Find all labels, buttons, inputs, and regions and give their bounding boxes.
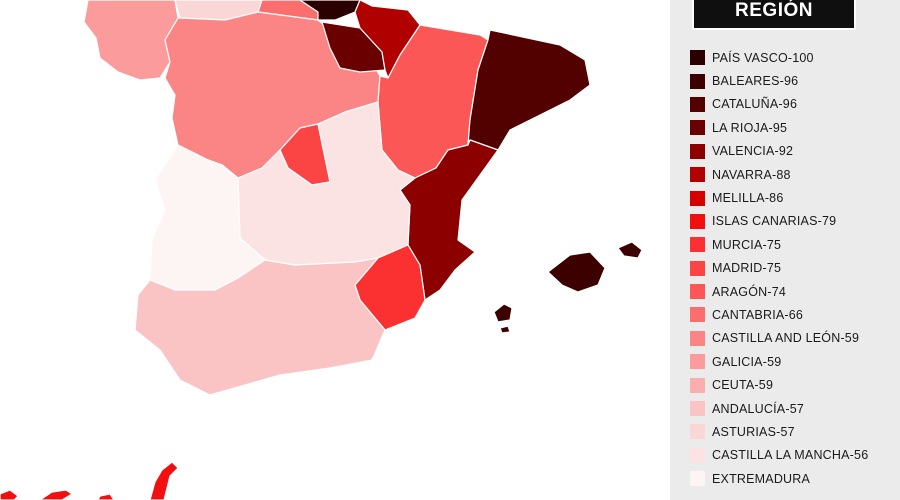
region-canarias-east[interactable] bbox=[149, 461, 179, 500]
legend-item: NAVARRA-88 bbox=[690, 163, 868, 186]
spain-region-map bbox=[0, 0, 643, 500]
legend-item: ANDALUCÍA-57 bbox=[690, 397, 868, 420]
legend-label: NAVARRA-88 bbox=[712, 167, 791, 182]
legend-item: MELILLA-86 bbox=[690, 186, 868, 209]
legend-label: CATALUÑA-96 bbox=[712, 97, 798, 112]
legend-label: CASTILLA AND LEÓN-59 bbox=[712, 331, 860, 346]
legend-swatch bbox=[690, 50, 705, 66]
legend-item: VALENCIA-92 bbox=[690, 140, 868, 163]
region-canarias-mid[interactable] bbox=[39, 489, 73, 500]
legend-swatch bbox=[690, 73, 705, 89]
legend-item: LA RIOJA-95 bbox=[690, 116, 868, 139]
legend-item: ASTURIAS-57 bbox=[690, 420, 868, 443]
region-galicia[interactable] bbox=[83, 0, 179, 81]
legend-label: CASTILLA LA MANCHA-56 bbox=[712, 448, 869, 463]
legend-swatch bbox=[690, 143, 705, 159]
legend-label: MADRID-75 bbox=[712, 261, 782, 276]
legend-label: CEUTA-59 bbox=[712, 378, 774, 393]
legend-item: ISLAS CANARIAS-79 bbox=[690, 210, 868, 233]
legend-label: MELILLA-86 bbox=[712, 191, 784, 206]
region-baleares-formentera[interactable] bbox=[499, 325, 511, 334]
legend-label: MURCIA-75 bbox=[712, 237, 782, 252]
legend-swatch bbox=[690, 307, 705, 323]
legend-swatch bbox=[690, 96, 705, 112]
region-baleares-ibiza[interactable] bbox=[493, 303, 513, 323]
legend-item: CEUTA-59 bbox=[690, 373, 868, 396]
legend-swatch bbox=[690, 190, 705, 206]
legend-title: REGIÓN bbox=[692, 0, 856, 30]
legend-item: CATALUÑA-96 bbox=[690, 93, 868, 116]
legend-label: ISLAS CANARIAS-79 bbox=[712, 214, 837, 229]
legend-label: BALEARES-96 bbox=[712, 74, 799, 89]
legend-panel: REGIÓN PAÍS VASCO-100 BALEARES-96 CATALUÑA… bbox=[670, 0, 900, 500]
legend-item: CANTABRIA-66 bbox=[690, 303, 868, 326]
legend-label: CANTABRIA-66 bbox=[712, 307, 804, 322]
legend-list: PAÍS VASCO-100 BALEARES-96 CATALUÑA-96 LA R… bbox=[690, 46, 868, 490]
legend-swatch bbox=[690, 401, 705, 417]
legend-label: GALICIA-59 bbox=[712, 354, 782, 369]
legend-swatch bbox=[690, 447, 705, 463]
legend-swatch bbox=[690, 120, 705, 136]
legend-item: CASTILLA AND LEÓN-59 bbox=[690, 327, 868, 350]
legend-label: ARAGÓN-74 bbox=[712, 284, 787, 299]
legend-item: MURCIA-75 bbox=[690, 233, 868, 256]
legend-swatch bbox=[690, 471, 705, 487]
legend-swatch bbox=[690, 260, 705, 276]
legend-item: EXTREMADURA bbox=[690, 467, 868, 490]
legend-swatch bbox=[690, 167, 705, 183]
region-canarias-west[interactable] bbox=[0, 489, 19, 500]
region-baleares-mallorca[interactable] bbox=[547, 251, 606, 293]
legend-label: VALENCIA-92 bbox=[712, 144, 794, 159]
legend-item: PAÍS VASCO-100 bbox=[690, 46, 868, 69]
legend-item: MADRID-75 bbox=[690, 257, 868, 280]
legend-swatch bbox=[690, 213, 705, 229]
legend-item: GALICIA-59 bbox=[690, 350, 868, 373]
legend-label: LA RIOJA-95 bbox=[712, 120, 788, 135]
region-andalucia[interactable] bbox=[134, 257, 386, 396]
legend-swatch bbox=[690, 354, 705, 370]
legend-label: EXTREMADURA bbox=[712, 471, 811, 486]
region-pais-vasco[interactable] bbox=[299, 0, 361, 21]
legend-item: BALEARES-96 bbox=[690, 69, 868, 92]
legend-label: ASTURIAS-57 bbox=[712, 424, 795, 439]
region-cataluna[interactable] bbox=[467, 29, 591, 151]
legend-swatch bbox=[690, 330, 705, 346]
legend-item: ARAGÓN-74 bbox=[690, 280, 868, 303]
legend-swatch bbox=[690, 284, 705, 300]
legend-swatch bbox=[690, 424, 705, 440]
legend-swatch bbox=[690, 377, 705, 393]
region-canarias-small[interactable] bbox=[97, 493, 115, 500]
legend-item: CASTILLA LA MANCHA-56 bbox=[690, 444, 868, 467]
region-baleares-menorca[interactable] bbox=[617, 241, 643, 259]
legend-swatch bbox=[690, 237, 705, 253]
legend-label: PAÍS VASCO-100 bbox=[712, 50, 814, 65]
legend-label: ANDALUCÍA-57 bbox=[712, 401, 805, 416]
